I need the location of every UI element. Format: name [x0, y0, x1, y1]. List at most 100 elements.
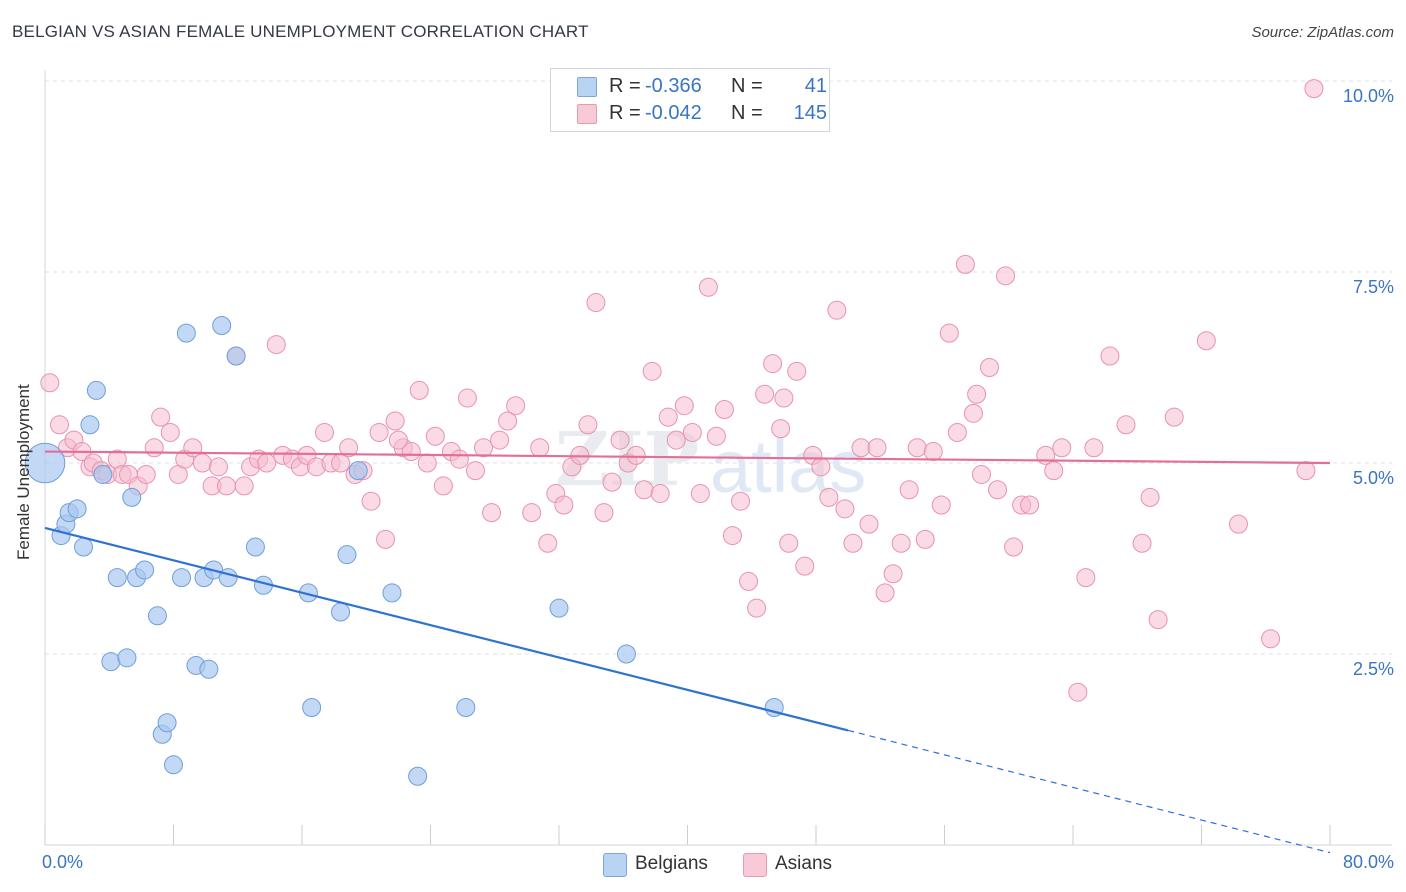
correlation-legend: R = -0.366 N = 41 R = -0.042 N = 145: [550, 68, 830, 132]
asian-point: [666, 430, 686, 450]
belgian-point: [337, 545, 357, 565]
belgian-point: [199, 659, 219, 679]
asian-point: [674, 396, 694, 416]
belgian-point: [456, 697, 476, 717]
asian-point: [1140, 487, 1160, 507]
asian-point: [257, 453, 277, 473]
belgians-trend-extension: [847, 729, 1331, 854]
asian-point: [907, 438, 927, 458]
belgian-point: [67, 499, 87, 519]
asian-point: [891, 533, 911, 553]
belgians-swatch: [577, 77, 597, 97]
y-tick-label: 5.0%: [1352, 468, 1394, 488]
r-label: R =: [609, 102, 641, 124]
asian-point: [192, 453, 212, 473]
asian-point: [955, 254, 975, 274]
asian-point: [923, 442, 943, 462]
asian-point: [433, 476, 453, 496]
asian-point: [771, 419, 791, 439]
asian-point: [49, 415, 69, 435]
asian-point: [409, 380, 429, 400]
belgian-point: [382, 583, 402, 603]
y-axis-label: Female Unemployment: [14, 384, 33, 560]
asian-point: [714, 400, 734, 420]
belgian-point: [172, 568, 192, 588]
asian-point: [465, 461, 485, 481]
asian-point: [401, 442, 421, 462]
asian-point: [698, 277, 718, 297]
r-label: R =: [609, 75, 641, 97]
asian-point: [498, 411, 518, 431]
asian-point: [183, 438, 203, 458]
asian-point: [40, 373, 60, 393]
asian-point: [634, 480, 654, 500]
trend-lines: [44, 450, 1331, 854]
asian-point: [763, 354, 783, 374]
y-tick-label: 10.0%: [1342, 86, 1394, 106]
asian-point: [915, 529, 935, 549]
belgian-point: [245, 537, 265, 557]
asian-point: [339, 438, 359, 458]
belgian-point: [164, 755, 183, 775]
asian-point: [1196, 331, 1216, 351]
asian-point: [457, 388, 477, 408]
asian-point: [795, 556, 815, 576]
asians-label: Asians: [775, 853, 833, 874]
asian-point: [449, 449, 469, 469]
asian-point: [234, 476, 254, 496]
asian-point: [819, 487, 839, 507]
asian-point: [1116, 415, 1136, 435]
belgian-point: [107, 568, 127, 588]
asian-point: [1228, 514, 1248, 534]
asian-point: [1296, 461, 1316, 481]
asian-point: [967, 384, 987, 404]
belgians-label: Belgians: [635, 853, 708, 874]
y-tick-label: 2.5%: [1352, 659, 1394, 679]
asian-point: [859, 514, 879, 534]
asian-point: [1044, 461, 1064, 481]
chart-title: BELGIAN VS ASIAN FEMALE UNEMPLOYMENT COR…: [12, 22, 589, 41]
asian-point: [385, 411, 405, 431]
asian-point: [755, 384, 775, 404]
belgian-point: [74, 537, 94, 557]
belgian-point: [24, 442, 66, 484]
asian-point: [208, 457, 228, 477]
asian-point: [538, 533, 558, 553]
belgian-point: [348, 461, 368, 481]
asian-point: [690, 484, 710, 504]
asian-point: [682, 422, 702, 442]
belgian-point: [226, 346, 246, 366]
asian-point: [787, 361, 807, 381]
asian-point: [151, 407, 171, 427]
asian-point: [851, 438, 871, 458]
asian-point: [586, 293, 606, 313]
belgians-points: [24, 315, 784, 786]
asian-point: [731, 491, 751, 511]
asian-point: [522, 503, 542, 523]
belgian-point: [80, 415, 100, 435]
n-value: 145: [793, 102, 827, 124]
asian-point: [883, 564, 903, 584]
belgian-point: [135, 560, 155, 580]
belgian-point: [157, 713, 177, 733]
asian-point: [774, 388, 794, 408]
belgian-point: [176, 323, 196, 343]
asian-point: [722, 526, 742, 546]
asian-point: [811, 457, 831, 477]
asian-point: [530, 438, 550, 458]
asian-point: [658, 407, 678, 427]
belgian-point: [549, 598, 569, 618]
asian-point: [136, 464, 156, 484]
asian-point: [939, 323, 959, 343]
asian-point: [266, 335, 286, 355]
asian-point: [1052, 438, 1072, 458]
asian-point: [425, 426, 445, 446]
asian-point: [506, 396, 526, 416]
asian-point: [1076, 568, 1096, 588]
asian-point: [388, 430, 408, 450]
belgian-point: [408, 766, 428, 786]
belgian-point: [212, 315, 232, 335]
belgian-point: [117, 648, 137, 668]
r-value: -0.366: [645, 75, 702, 97]
asian-point: [1084, 438, 1104, 458]
